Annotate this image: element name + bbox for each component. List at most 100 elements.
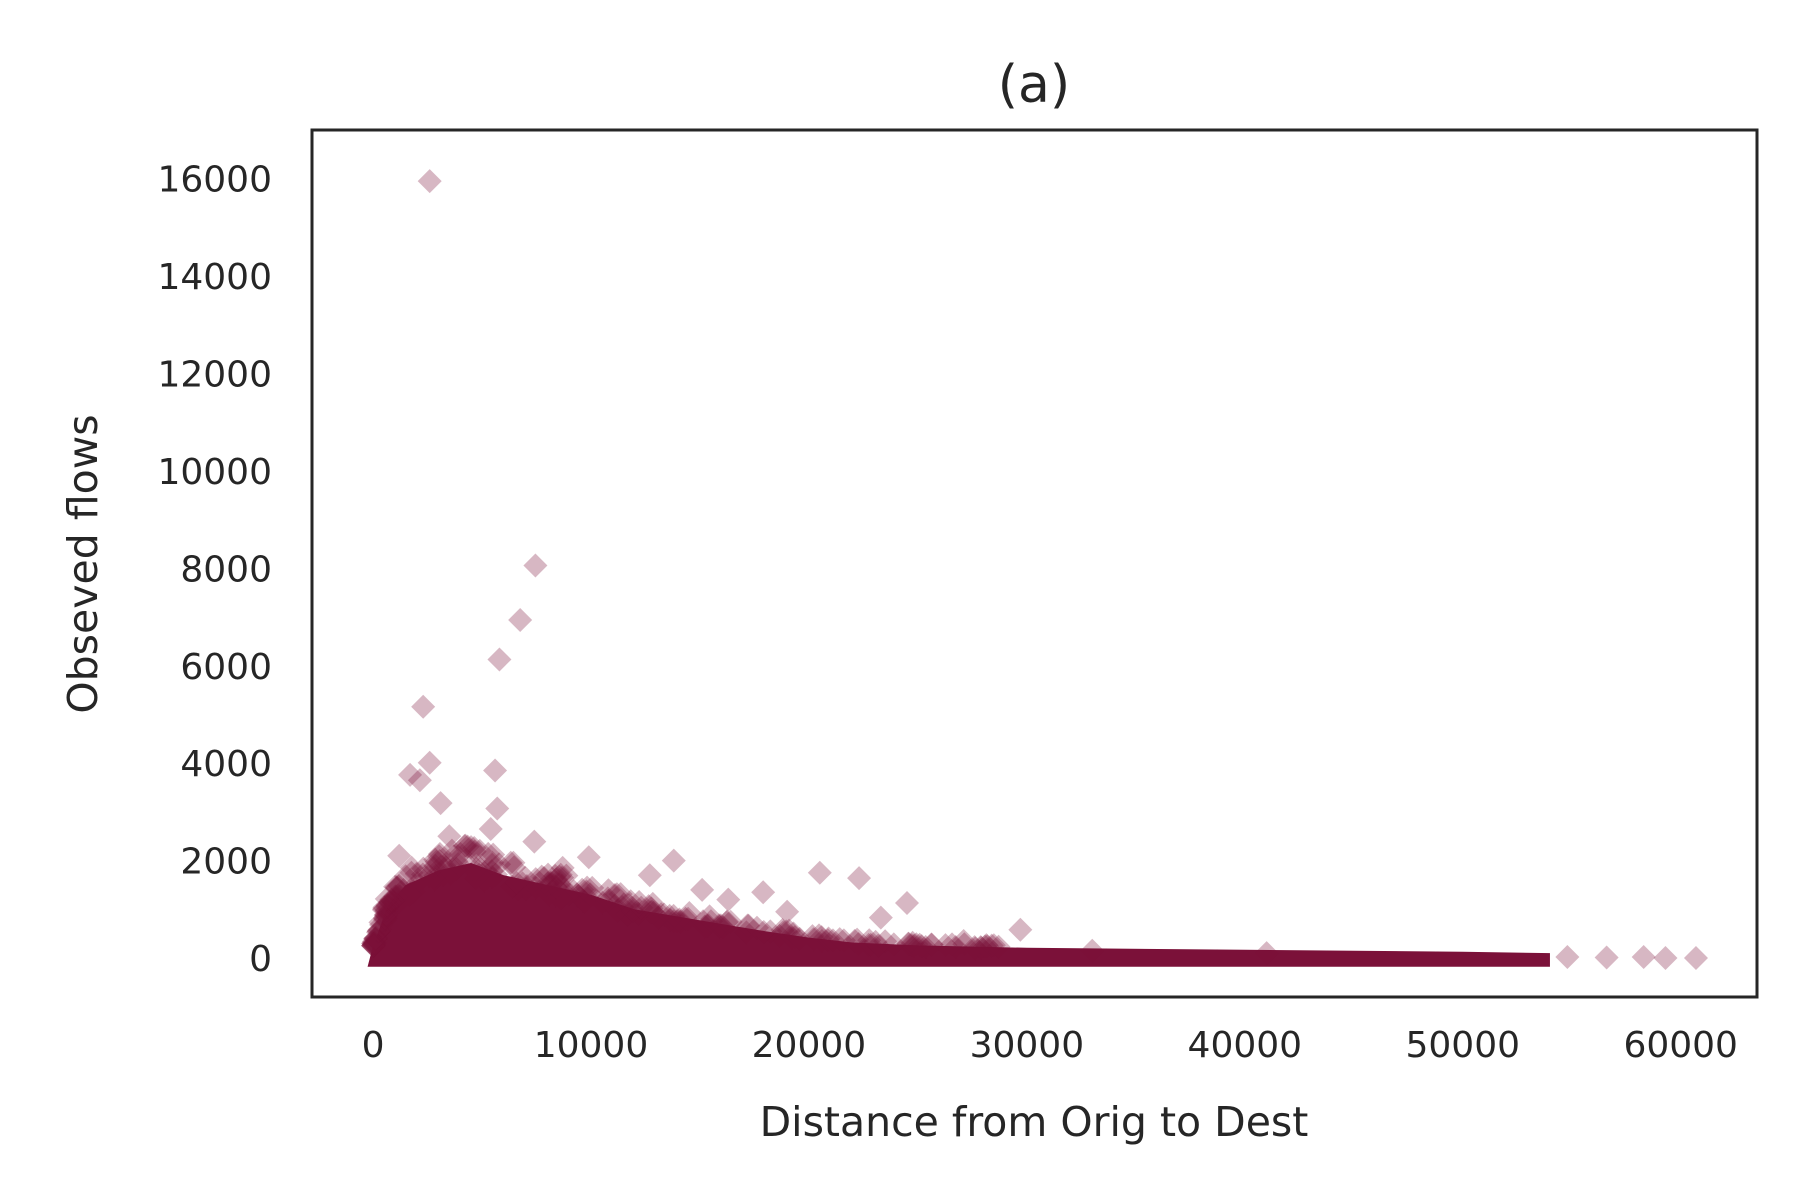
dense-edge-marker: [575, 875, 600, 900]
dense-edge-marker: [367, 917, 392, 942]
dense-edge-marker: [665, 909, 690, 934]
dense-edge-marker: [692, 914, 717, 939]
dense-edge-marker: [565, 882, 590, 907]
dense-edge-marker: [476, 841, 501, 866]
dense-edge-marker: [535, 871, 560, 896]
dense-edge-marker: [707, 913, 732, 938]
dense-edge-marker: [652, 902, 677, 927]
dense-edge-marker: [536, 882, 561, 907]
dense-edge-marker: [387, 884, 412, 909]
dense-edge-marker: [806, 923, 831, 948]
dense-edge-marker: [364, 925, 389, 950]
dense-edge-marker: [361, 931, 386, 956]
dense-edge-marker: [374, 902, 399, 927]
dense-edge-marker: [800, 924, 825, 949]
dense-edge-marker: [779, 926, 804, 951]
dense-edge-marker: [438, 861, 463, 886]
dense-edge-marker: [943, 935, 968, 960]
dense-edge-marker: [751, 920, 776, 945]
x-tick-label: 0: [362, 1025, 385, 1066]
dense-edge-marker: [399, 860, 424, 885]
dense-edge-marker: [423, 853, 448, 878]
dense-edge-marker: [896, 931, 921, 956]
dense-edge-marker: [383, 886, 408, 911]
plot-frame: [310, 128, 1759, 999]
dense-edge-marker: [379, 887, 404, 912]
data-point: [807, 860, 832, 885]
dense-edge-marker: [774, 919, 799, 944]
data-point: [895, 890, 919, 915]
dense-edge-marker: [373, 906, 398, 931]
dense-edge-marker: [514, 876, 539, 901]
data-point: [716, 887, 741, 912]
dense-edge-marker: [554, 863, 579, 888]
dense-edge-marker: [620, 898, 645, 923]
data-point: [637, 863, 662, 888]
dense-edge-marker: [639, 896, 664, 921]
dense-edge-marker: [362, 931, 387, 956]
dense-edge-marker: [510, 871, 535, 896]
data-point: [1683, 946, 1708, 971]
dense-edge-marker: [856, 932, 881, 957]
dense-edge-marker: [846, 932, 871, 957]
dense-edge-marker: [907, 932, 932, 957]
data-point: [508, 608, 533, 633]
dense-edge-marker: [464, 856, 489, 881]
dense-edge-marker: [374, 886, 399, 911]
dense-edge-marker: [590, 890, 615, 915]
dense-edge-marker: [815, 928, 840, 953]
y-tick-label: 14000: [157, 257, 272, 298]
dense-edge-marker: [570, 877, 595, 902]
dense-edge-marker: [548, 862, 573, 887]
y-axis-label: Obseved flows: [59, 414, 107, 713]
dense-edge-marker: [423, 863, 448, 888]
dense-edge-marker: [463, 866, 488, 891]
data-point: [485, 796, 510, 821]
dense-edge-marker: [595, 886, 620, 911]
dense-edge-marker: [457, 852, 482, 877]
dense-edge-marker: [940, 932, 965, 957]
data-point: [483, 758, 508, 783]
dense-edge-marker: [627, 889, 652, 914]
dense-edge-marker: [909, 934, 934, 959]
dense-edge-marker: [523, 875, 548, 900]
data-point: [1653, 946, 1678, 971]
y-tick-label: 6000: [180, 647, 272, 688]
dense-edge-marker: [913, 934, 938, 959]
dense-edge-marker: [362, 932, 387, 957]
dense-edge-marker: [696, 913, 721, 938]
dense-edge-marker: [455, 834, 480, 859]
dense-edge-marker: [532, 865, 557, 890]
dense-edge-marker: [361, 933, 386, 958]
dense-edge-marker: [411, 856, 436, 881]
dense-edge-marker: [708, 913, 733, 938]
dense-edge-marker: [361, 931, 386, 956]
dense-edge-marker: [444, 849, 469, 874]
dense-edge-marker: [718, 909, 743, 934]
dense-edge-marker: [384, 875, 409, 900]
x-tick-label: 30000: [970, 1025, 1085, 1066]
dense-edge-marker: [363, 927, 388, 952]
dense-edge-marker: [502, 855, 527, 880]
dense-edge-marker: [667, 907, 692, 932]
dense-edge-marker: [386, 874, 411, 899]
dense-edge-marker: [537, 882, 562, 907]
dense-edge-marker: [361, 933, 386, 958]
dense-edge-marker: [781, 921, 806, 946]
x-tick-label: 20000: [752, 1025, 867, 1066]
dense-edge-marker: [374, 899, 399, 924]
dense-edge-marker: [383, 874, 408, 899]
dense-edge-marker: [529, 864, 554, 889]
data-point: [478, 816, 503, 841]
dense-point-band: [367, 863, 1550, 967]
dense-edge-marker: [661, 903, 686, 928]
dense-edge-marker: [549, 874, 574, 899]
dense-edge-marker: [881, 932, 906, 957]
dense-edge-marker: [377, 890, 402, 915]
dense-edge-marker: [827, 927, 852, 952]
dense-edge-marker: [566, 884, 591, 909]
dense-edge-marker: [362, 930, 387, 955]
data-point: [411, 694, 436, 719]
dense-edge-marker: [697, 904, 722, 929]
